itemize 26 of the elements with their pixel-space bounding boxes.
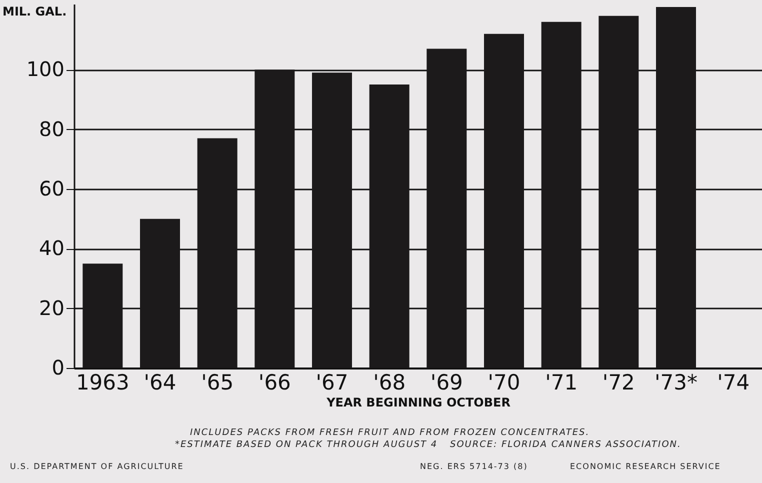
x-tick-label: '73*	[654, 370, 698, 394]
y-tick-label: 20	[39, 296, 64, 320]
x-tick-label: '74	[717, 370, 750, 394]
x-tick-label: 1963	[76, 370, 130, 394]
x-tick-label: '68	[373, 370, 406, 394]
text: ECONOMIC RESEARCH SERVICE	[570, 462, 721, 471]
x-axis-title: YEAR BEGINNING OCTOBER	[326, 396, 510, 410]
y-tick-label: 80	[39, 116, 64, 141]
source-note: SOURCE: FLORIDA CANNERS ASSOCIATION.	[450, 440, 682, 450]
y-tick-label: 60	[39, 176, 64, 200]
x-tick-label: '66	[258, 370, 291, 394]
y-tick-label: 0	[52, 356, 64, 380]
text: NEG. ERS 5714-73 (8)	[420, 462, 528, 471]
x-tick-label: '72	[602, 370, 635, 394]
y-tick-label: 100	[26, 57, 64, 82]
text: *ESTIMATE BASED ON PACK THROUGH AUGUST 4	[175, 440, 438, 450]
text: INCLUDES PACKS FROM FRESH FRUIT AND FROM FROZEN CONCENTRATES.	[190, 428, 590, 438]
x-tick-label: '65	[201, 370, 234, 394]
x-tick-label: '64	[144, 370, 176, 394]
x-tick-label: '67	[316, 370, 348, 394]
text: U.S. DEPARTMENT OF AGRICULTURE	[10, 462, 184, 471]
y-axis-title: MIL. GAL.	[2, 4, 67, 18]
x-tick-label: '71	[545, 370, 578, 394]
y-tick-label: 40	[39, 236, 64, 260]
x-tick-label: '69	[430, 370, 463, 394]
x-tick-label: '70	[488, 370, 520, 394]
